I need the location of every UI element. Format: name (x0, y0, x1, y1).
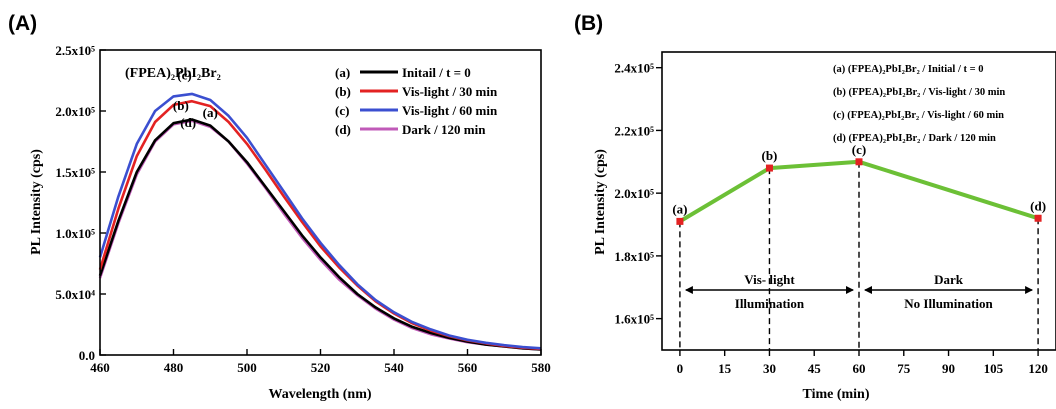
y-tick-label: 1.5x10⁵ (55, 165, 95, 180)
legend-label-c: Vis-light / 60 min (402, 103, 498, 118)
x-tick-label: 75 (897, 361, 911, 376)
region-label-bottom: No Illumination (904, 296, 993, 311)
curve-label: (d) (180, 115, 196, 130)
panel-b-y-ticks: 1.6x10⁵ 1.8x10⁵ 2.0x10⁵ 2.2x10⁵ 2.4x10⁵ (614, 61, 662, 327)
legend-entry: (c) (FPEA)₂PbI₂Br₂ / Vis-light / 60 min (833, 110, 1004, 121)
panel-a-legend: (a) Initail / t = 0 (b) Vis-light / 30 min (… (335, 65, 498, 137)
x-tick-label: 580 (531, 360, 551, 375)
panel-b-legend: (a) (FPEA)₂PbI₂Br₂ / Initial / t = 0 (b) … (833, 64, 1005, 144)
series-a-line (98, 118, 542, 351)
y-tick-label: 2.2x10⁵ (614, 123, 654, 138)
y-tick-label: 2.0x10⁵ (55, 104, 95, 119)
x-tick-label: 30 (763, 361, 776, 376)
y-tick-label: 1.6x10⁵ (614, 312, 654, 327)
x-tick-label: 0 (677, 361, 684, 376)
series-b-line (98, 99, 542, 351)
panel-a-curves (98, 92, 542, 351)
legend-key-d: (d) (335, 122, 351, 137)
y-tick-label: 2.5x10⁵ (55, 43, 95, 58)
curve-label: (c) (177, 67, 191, 82)
point-label: (b) (762, 148, 778, 163)
y-tick-label: 1.8x10⁵ (614, 249, 654, 264)
legend-label-a: Initail / t = 0 (402, 65, 471, 80)
panel-a-y-axis-title: PL Intensity (cps) (29, 149, 44, 255)
panel-a-x-axis-title: Wavelength (nm) (268, 387, 371, 402)
panel-b-x-ticks: 0 15 30 45 60 75 90 105 120 (677, 350, 1048, 376)
x-tick-label: 90 (942, 361, 955, 376)
x-tick-label: 480 (164, 360, 184, 375)
y-tick-label: 0.0 (79, 348, 95, 363)
panel-b-regions: Vis- light Illumination Dark No Illuminatio… (684, 272, 1034, 311)
region-label-top: Vis- light (744, 272, 795, 287)
x-tick-label: 45 (808, 361, 822, 376)
x-tick-label: 540 (384, 360, 404, 375)
x-tick-label: 120 (1028, 361, 1048, 376)
panel-b-x-axis-title: Time (min) (802, 387, 869, 402)
series-c-line (98, 92, 542, 350)
data-point (1034, 214, 1042, 222)
legend-key-a: (a) (335, 65, 350, 80)
point-label: (a) (672, 201, 687, 216)
data-point (676, 217, 684, 225)
point-label: (c) (852, 142, 866, 157)
panel-a-y-ticks: 0.0 5.0x10⁴ 1.0x10⁵ 1.5x10⁵ 2.0x10⁵ 2.5x10⁵ (55, 43, 106, 363)
y-tick-label: 5.0x10⁴ (55, 287, 95, 302)
panel-a-label: (A) (8, 12, 37, 35)
x-tick-label: 500 (237, 360, 257, 375)
y-tick-label: 2.4x10⁵ (614, 61, 654, 76)
curve-label: (a) (203, 105, 218, 120)
series-line (678, 159, 1039, 224)
panel-a-curve-labels: (c) (b) (a) (d) (173, 67, 218, 130)
panel-b-series: (a) (b) (c) (d) (672, 142, 1046, 225)
region-label-top: Dark (934, 272, 964, 287)
curve-label: (b) (173, 98, 189, 113)
legend-key-b: (b) (335, 84, 351, 99)
x-tick-label: 520 (311, 360, 331, 375)
panel-b-y-axis-title: PL Intensity (cps) (593, 149, 608, 255)
panel-b-label: (B) (574, 12, 603, 35)
legend-key-c: (c) (335, 103, 349, 118)
data-point (855, 158, 863, 166)
region-label-bottom: Illumination (735, 296, 805, 311)
x-tick-label: 15 (718, 361, 732, 376)
x-tick-label: 460 (90, 360, 110, 375)
point-label: (d) (1030, 198, 1046, 213)
legend-label-b: Vis-light / 30 min (402, 84, 498, 99)
legend-entry: (a) (FPEA)₂PbI₂Br₂ / Initial / t = 0 (833, 64, 983, 75)
data-point (765, 164, 773, 172)
y-tick-label: 1.0x10⁵ (55, 226, 95, 241)
y-tick-label: 2.0x10⁵ (614, 186, 654, 201)
legend-entry: (b) (FPEA)₂PbI₂Br₂ / Vis-light / 30 min (833, 87, 1005, 98)
panel-a-chart: 460 480 500 520 540 560 580 0.0 5.0x10⁴ 1.0x10⁵ 1… (29, 43, 551, 402)
legend-label-d: Dark / 120 min (402, 122, 486, 137)
x-tick-label: 560 (458, 360, 478, 375)
panel-b-chart: Vis- light Illumination Dark No Illuminatio… (593, 51, 1056, 402)
x-tick-label: 60 (853, 361, 866, 376)
panel-b-guide-lines (679, 161, 1039, 350)
legend-entry: (d) (FPEA)₂PbI₂Br₂ / Dark / 120 min (833, 133, 996, 144)
series-d-line (98, 119, 542, 351)
x-tick-label: 105 (984, 361, 1004, 376)
panel-a-x-ticks: 460 480 500 520 540 560 580 (90, 349, 551, 375)
panel-a-compound-label: (FPEA)₂PbI₂Br₂ (125, 66, 221, 81)
